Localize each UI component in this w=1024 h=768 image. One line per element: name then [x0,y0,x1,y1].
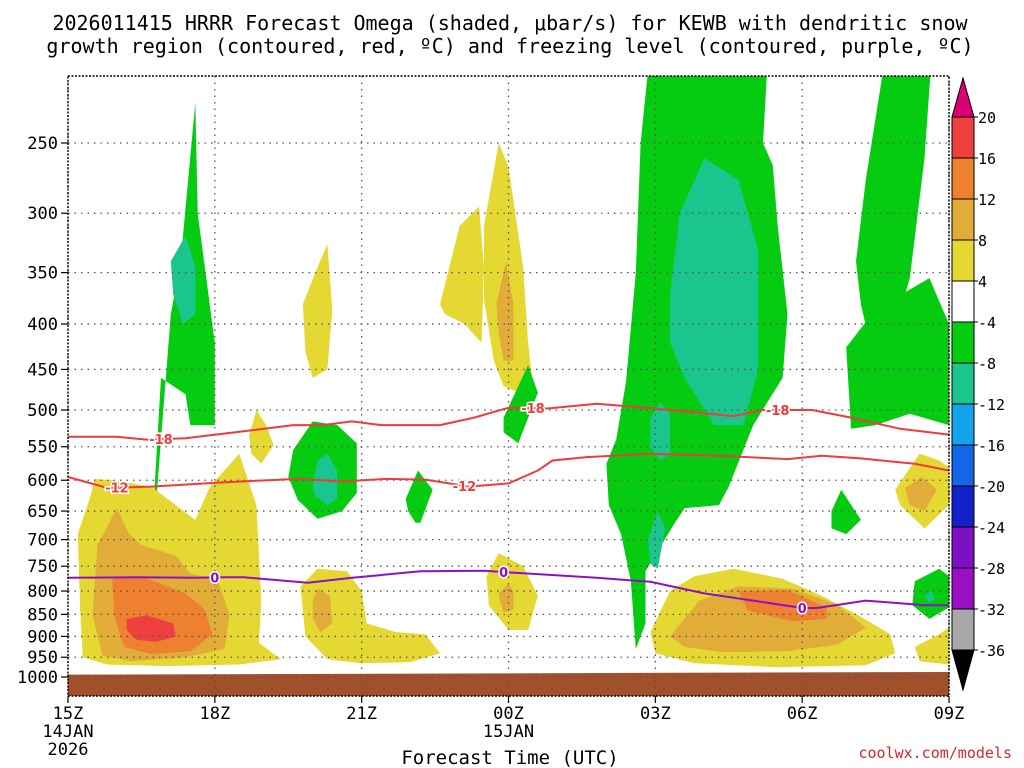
axes: 2503003504004505005506006507007508008509… [17,75,965,760]
omega-region-g-14 [856,76,931,348]
colorbar-swatch-1 [951,116,975,159]
y-tick-label-400: 400 [27,315,58,335]
freezing-level-0-label-2: 0 [798,602,807,617]
y-tick-label-800: 800 [27,582,58,602]
omega-region-y-1 [302,244,333,378]
dgz-minus12-label-1: -12 [453,480,477,495]
omega-region-t-30 [924,591,935,603]
contour-lines: -18 -18 -18 -12 -12 0 0 0 [67,401,950,619]
y-tick-label-750: 750 [27,557,58,577]
y-tick-label-950: 950 [27,648,58,668]
omega-region-g-17 [831,489,861,535]
colorbar-swatch-9 [951,444,975,487]
ground-fill [68,671,949,696]
colorbar-label-6: -8 [978,355,996,373]
dgz-minus18-label-1: -18 [521,402,545,417]
colorbar-swatch-12 [951,567,975,610]
colorbar-swatch-4 [951,239,975,282]
colorbar-label-5: -4 [978,314,996,332]
y-tick-label-650: 650 [27,502,58,522]
y-tick-label-250: 250 [27,134,58,154]
omega-region-y-2 [440,206,484,343]
omega-region-y-6 [249,410,274,464]
colorbar-label-1: 16 [978,150,996,168]
omega-region-g-0 [146,102,215,628]
colorbar-swatch-11 [951,526,975,569]
omega-region-y-3 [484,143,533,395]
freezing-level-0-line [67,569,949,609]
x-tick-date-15Z: 14JAN [42,722,93,742]
omega-region-t-27 [670,158,759,426]
y-tick-label-500: 500 [27,401,58,421]
colorbar-swatch-8 [951,403,975,446]
dgz-minus18-label-0: -18 [149,433,173,448]
dgz-minus18-label-2: -18 [766,404,790,419]
colorbar-label-9: -20 [978,478,1005,496]
colorbar-label-0: 20 [978,109,996,127]
y-tick-label-900: 900 [27,627,58,647]
y-tick-label-350: 350 [27,264,58,284]
x-axis-label: Forecast Time (UTC) [401,747,618,768]
ground-surface [68,671,949,696]
colorbar-swatch-5 [951,280,975,323]
x-tick-label-03Z: 03Z [640,704,671,724]
omega-region-t-19 [170,235,196,324]
y-tick-label-1000: 1000 [17,668,58,688]
y-tick-label-850: 850 [27,605,58,625]
omega-region-t-28 [650,402,670,461]
dgz-minus12-line [67,452,950,489]
omega-region-t-29 [648,511,666,569]
colorbar-swatch-10 [951,485,975,528]
dgz-minus12-label-0: -12 [105,482,129,497]
freezing-level-0-label-0: 0 [210,571,219,586]
chart-title-line1: 2026011415 HRRR Forecast Omega (shaded, … [52,11,968,35]
colorbar-swatch-6 [951,321,975,364]
colorbar-label-2: 12 [978,191,996,209]
y-tick-label-600: 600 [27,471,58,491]
omega-region-o-20 [496,261,514,361]
x-tick-label-00Z: 00Z [493,704,524,724]
x-tick-label-18Z: 18Z [199,704,230,724]
omega-shading [77,76,949,668]
colorbar-label-3: 8 [978,232,987,250]
x-tick-label-06Z: 06Z [787,704,818,724]
colorbar-swatch-3 [951,198,975,241]
colorbar-cap-bottom [951,649,975,692]
x-tick-label-09Z: 09Z [934,704,965,724]
y-tick-label-550: 550 [27,438,58,458]
credit-text: coolwx.com/models [858,744,1012,762]
colorbar-label-13: -36 [978,642,1005,660]
colorbar-label-11: -28 [978,560,1005,578]
omega-region-rr-33 [126,615,176,642]
omega-region-g-5 [405,470,433,523]
omega-region-t-21 [312,453,338,506]
colorbar: 20 16 12 8 4 -4 -8 -12 -16 -20 -24 -28 -32 -36 [951,76,1005,692]
x-tick-date-00Z: 15JAN [483,722,534,742]
freezing-level-0-label-1: 0 [499,566,508,581]
colorbar-label-12: -32 [978,601,1005,619]
omega-region-o-23 [312,588,333,633]
colorbar-swatch-13 [951,608,975,651]
x-tick-label-21Z: 21Z [346,704,377,724]
chart-title-line2: growth region (contoured, red, ºC) and f… [46,34,973,58]
x-tick-label-15Z: 15Z [53,704,84,724]
y-tick-label-450: 450 [27,360,58,380]
colorbar-label-4: 4 [978,273,987,291]
plot-frame [67,75,950,697]
x-tick-year-15Z: 2026 [48,740,89,760]
omega-region-y-8 [300,568,440,664]
omega-region-o-24 [498,583,514,613]
colorbar-swatch-7 [951,362,975,405]
colorbar-label-8: -16 [978,437,1005,455]
colorbar-label-10: -24 [978,519,1005,537]
y-tick-label-700: 700 [27,531,58,551]
y-tick-label-300: 300 [27,204,58,224]
colorbar-label-7: -12 [978,396,1005,414]
omega-region-g-15 [503,365,538,444]
colorbar-swatch-2 [951,157,975,200]
omega-region-o-26 [905,477,937,512]
dgz-minus18-line [68,402,950,441]
